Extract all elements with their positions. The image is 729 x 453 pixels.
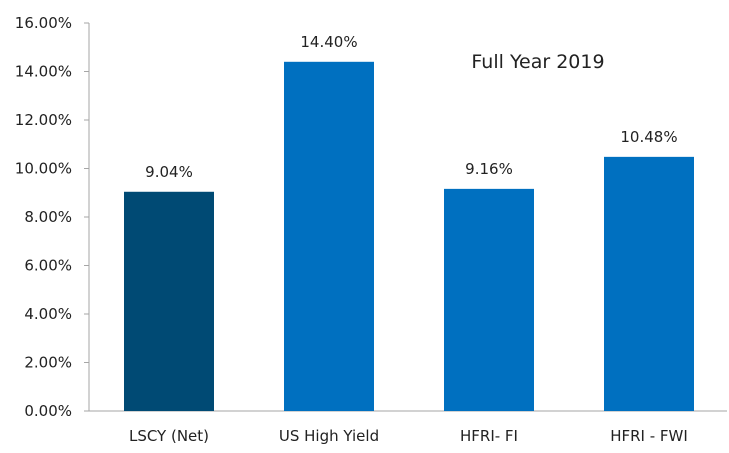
data-label: 9.04% (145, 163, 193, 181)
category-label: LSCY (Net) (129, 427, 209, 445)
bar (284, 61, 374, 412)
data-label: 10.48% (620, 128, 677, 146)
data-label: 14.40% (300, 33, 357, 51)
category-label: HFRI- FI (460, 427, 518, 445)
chart-title: Full Year 2019 (471, 51, 604, 73)
category-label: US High Yield (279, 427, 379, 445)
y-axis-ticks: 0.00% 2.00% 4.00% 6.00% 8.00% 10.00% 12.00% 14.… (15, 14, 89, 420)
bar (604, 156, 694, 411)
bar (124, 191, 214, 411)
y-tick-label: 16.00% (15, 14, 72, 32)
y-tick-label: 6.00% (24, 257, 72, 275)
category-labels-group: LSCY (Net) US High Yield HFRI- FI HFRI - FW… (129, 427, 688, 445)
y-tick-label: 10.00% (15, 160, 72, 178)
y-tick-label: 14.00% (15, 63, 72, 81)
y-tick-label: 8.00% (24, 208, 72, 226)
y-tick-label: 4.00% (24, 305, 72, 323)
data-labels-group: 9.04% 14.40% 9.16% 10.48% (145, 33, 677, 181)
bar (444, 188, 534, 411)
y-tick-label: 0.00% (24, 402, 72, 420)
y-tick-label: 12.00% (15, 111, 72, 129)
y-tick-label: 2.00% (24, 354, 72, 372)
bars-group (124, 61, 694, 412)
category-label: HFRI - FWI (610, 427, 688, 445)
data-label: 9.16% (465, 160, 513, 178)
